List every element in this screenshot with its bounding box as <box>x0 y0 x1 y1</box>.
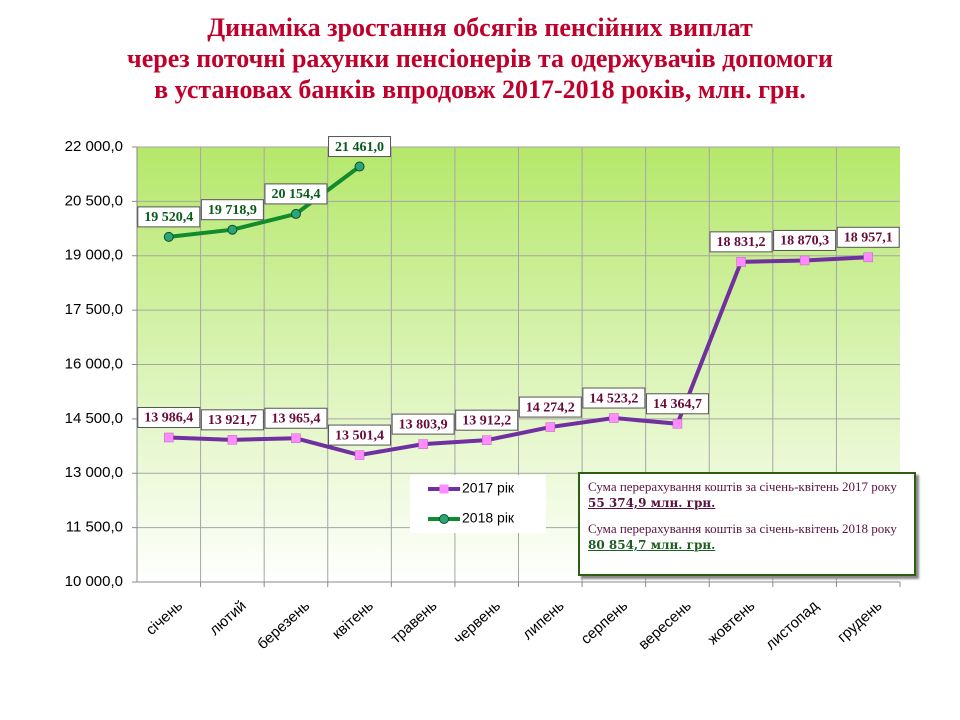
y-tick-label: 22 000,0 <box>65 138 123 155</box>
x-tick-label: вересень <box>635 597 695 653</box>
legend <box>410 475 546 533</box>
data-label-box <box>264 183 328 205</box>
y-tick-label: 20 500,0 <box>65 192 123 209</box>
data-label-box <box>328 424 392 446</box>
data-label-box <box>518 396 582 418</box>
data-label-box <box>328 136 392 158</box>
title-line: через поточні рахунки пенсіонерів та оде… <box>127 44 833 73</box>
data-label-box <box>264 407 328 429</box>
note-amount: 55 374,9 млн. грн. <box>588 496 716 510</box>
marker <box>418 439 428 449</box>
series-line <box>168 164 361 239</box>
data-label-box <box>391 413 455 435</box>
data-label-box <box>200 199 264 221</box>
x-tick-label: жовтень <box>705 597 759 648</box>
legend-label: 2017 рік <box>462 480 515 496</box>
marker <box>481 435 492 445</box>
marker <box>227 224 238 235</box>
marker <box>863 252 873 263</box>
x-tick-label: грудень <box>834 597 886 646</box>
marker <box>291 433 301 444</box>
x-tick-label: листопад <box>762 597 822 653</box>
data-label: 20 154,4 <box>271 187 320 202</box>
legend-label: 2018 рік <box>462 510 515 526</box>
legend-marker <box>439 514 449 524</box>
marker <box>545 422 556 432</box>
marker <box>164 432 174 443</box>
marker <box>163 231 174 242</box>
note-amount: 80 854,7 млн. грн. <box>588 538 716 552</box>
note: Сума перерахування коштів за січень-квіт… <box>588 521 906 553</box>
y-tick-label: 14 500,0 <box>65 410 123 427</box>
title-line: в установах банків впродовж 2017-2018 ро… <box>154 75 806 104</box>
x-tick-label: квітень <box>329 597 377 643</box>
data-label: 13 921,7 <box>208 413 257 428</box>
data-label: 14 274,2 <box>526 400 575 415</box>
data-label-box <box>582 387 646 409</box>
data-label: 18 831,2 <box>717 235 766 250</box>
data-label: 18 957,1 <box>844 231 893 246</box>
data-label-box <box>645 393 709 415</box>
data-label: 13 501,4 <box>335 428 384 443</box>
data-label: 19 520,4 <box>144 210 193 225</box>
marker <box>227 435 238 445</box>
legend-marker <box>439 484 449 494</box>
data-label: 13 803,9 <box>399 417 448 432</box>
marker <box>672 419 683 429</box>
x-tick-label: січень <box>143 597 187 639</box>
note-text: Сума перерахування коштів за січень-квіт… <box>588 521 897 536</box>
y-tick-label: 16 000,0 <box>65 355 123 372</box>
data-label: 14 364,7 <box>653 397 702 412</box>
note: Сума перерахування коштів за січень-квіт… <box>588 479 906 511</box>
x-tick-label: липень <box>519 597 567 643</box>
marker <box>290 208 301 219</box>
data-label-box <box>137 206 201 228</box>
data-label-box <box>773 229 837 251</box>
x-tick-label: лютий <box>206 597 250 639</box>
data-label: 13 986,4 <box>144 411 193 426</box>
chart-title: Динаміка зростання обсягів пенсійних вип… <box>0 12 960 105</box>
x-tick-label: серпень <box>578 597 632 648</box>
data-label-box <box>200 409 264 431</box>
data-label: 13 965,4 <box>271 411 320 426</box>
data-label: 18 870,3 <box>780 234 829 249</box>
marker <box>354 450 365 460</box>
marker <box>799 255 810 266</box>
data-label: 21 461,0 <box>335 140 384 155</box>
data-label-box <box>137 406 201 428</box>
y-tick-label: 11 500,0 <box>66 519 123 536</box>
data-label-box <box>455 409 519 431</box>
marker <box>736 257 746 267</box>
marker <box>609 413 619 423</box>
y-tick-label: 13 000,0 <box>65 464 123 481</box>
x-tick-label: травень <box>388 597 441 647</box>
marker <box>354 161 365 172</box>
y-tick-label: 17 500,0 <box>65 301 123 318</box>
data-label-box <box>709 231 773 253</box>
annotation: Сума перерахування коштів за січень-квіт… <box>578 472 916 576</box>
x-tick-label: березень <box>254 597 313 653</box>
y-tick-label: 19 000,0 <box>65 247 123 264</box>
series-line <box>168 255 869 458</box>
data-label: 13 912,2 <box>462 413 511 428</box>
data-label: 19 718,9 <box>208 203 257 218</box>
note-text: Сума перерахування коштів за січень-квіт… <box>588 479 897 494</box>
data-label: 14 523,2 <box>589 391 638 406</box>
title-line: Динаміка зростання обсягів пенсійних вип… <box>207 13 753 42</box>
x-tick-label: червень <box>450 597 504 648</box>
y-tick-label: 10 000,0 <box>65 573 123 590</box>
data-label-box <box>836 226 900 248</box>
